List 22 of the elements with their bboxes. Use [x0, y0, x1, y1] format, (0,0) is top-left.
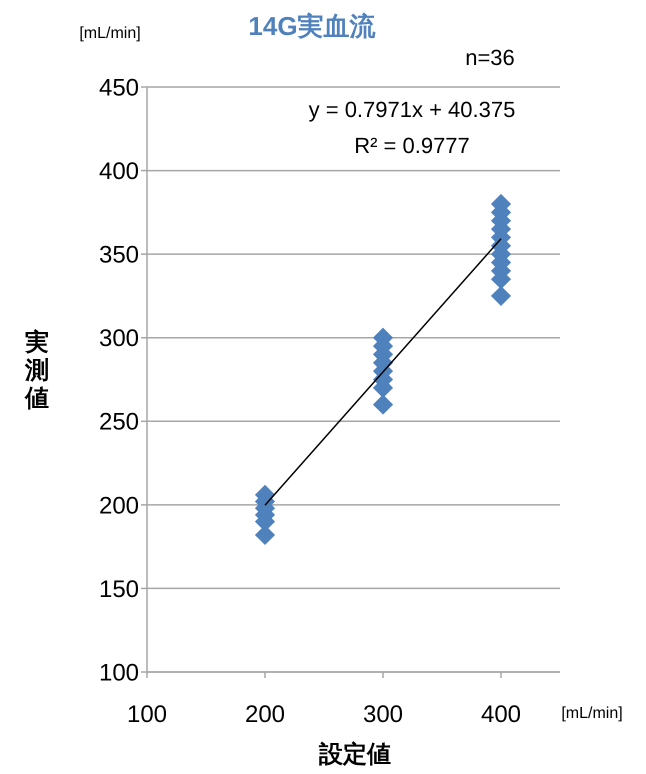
x-tick-label: 400: [480, 701, 522, 728]
y-axis-title: 実測値: [24, 328, 49, 412]
chart-title: 14G実血流: [248, 11, 377, 41]
point: [490, 286, 512, 306]
y-tick-label: 400: [98, 158, 140, 185]
y-tick-label: 300: [98, 325, 140, 352]
text: n=36: [465, 45, 515, 70]
y-tick-label: 200: [98, 492, 140, 520]
y-tick-label: 350: [98, 242, 140, 269]
y-tick-label: 150: [98, 576, 140, 603]
y-tick-label: 100: [98, 659, 140, 686]
y-tick-label: 450: [98, 74, 140, 102]
text: [mL/min]: [79, 25, 141, 42]
x-tick-label: 200: [244, 701, 286, 728]
y-tick-label: 250: [98, 408, 140, 436]
x-tick-label: 100: [126, 701, 168, 728]
x-axis-title: 設定値: [318, 741, 391, 768]
x-tick-label: 300: [362, 701, 404, 728]
point: [372, 394, 394, 415]
text: [mL/min]: [561, 705, 623, 722]
annotation: y = 0.7971x + 40.375: [308, 97, 516, 122]
annotation: R² = 0.9777: [354, 133, 470, 158]
